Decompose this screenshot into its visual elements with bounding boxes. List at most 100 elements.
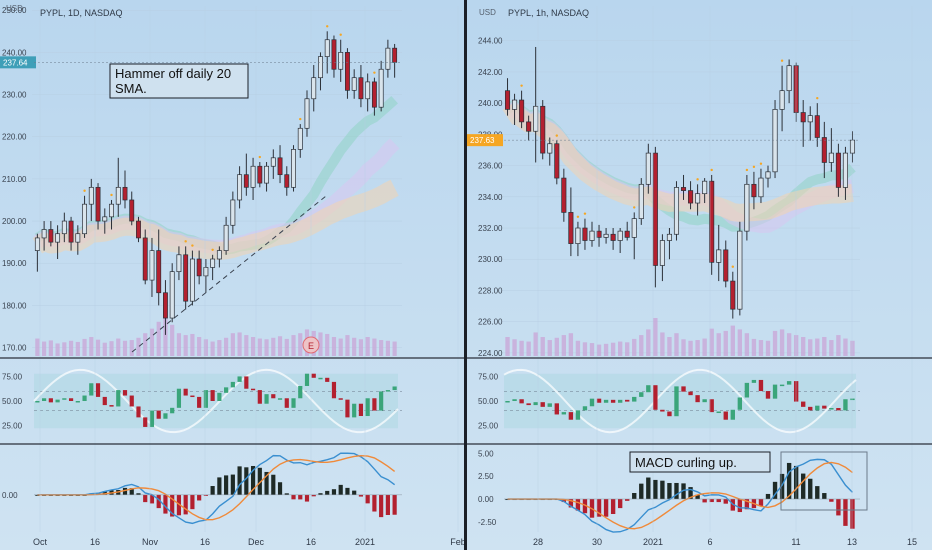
- volume-bar: [75, 341, 80, 356]
- osc-tick-label: 25.00: [2, 421, 23, 430]
- osc-bar: [358, 403, 364, 417]
- macd-tick-label: 2.50: [478, 472, 494, 481]
- osc-bar: [143, 417, 148, 427]
- osc-bar: [758, 379, 764, 392]
- macd-histogram: [674, 482, 679, 500]
- volume-bar: [352, 337, 357, 356]
- osc-bar: [95, 383, 101, 397]
- candle: [540, 105, 546, 154]
- volume-bar: [203, 339, 208, 356]
- candle: [169, 271, 175, 319]
- macd-histogram: [358, 494, 364, 497]
- volume-bar: [318, 332, 323, 356]
- macd-histogram: [660, 480, 665, 500]
- osc-bar: [244, 376, 249, 389]
- x-tick-label: 2021: [643, 537, 663, 547]
- candle: [638, 183, 644, 220]
- macd-histogram: [237, 466, 242, 495]
- candle: [210, 258, 216, 268]
- y-tick-label: 240.00: [2, 48, 27, 57]
- osc-bar: [163, 413, 168, 419]
- osc-bar: [392, 386, 397, 391]
- volume-bar: [217, 340, 222, 356]
- osc-bar: [89, 383, 94, 396]
- osc-bar: [512, 399, 517, 401]
- macd-histogram: [345, 487, 350, 495]
- y-tick-label: 240.00: [478, 99, 503, 108]
- volume-bar: [372, 338, 377, 356]
- osc-bar: [596, 398, 602, 403]
- candle: [821, 137, 827, 163]
- y-tick-label: 210.00: [2, 175, 27, 184]
- macd-histogram: [653, 479, 658, 500]
- candle: [582, 227, 588, 241]
- candle: [688, 190, 694, 204]
- macd-histogram: [163, 494, 168, 514]
- osc-bar: [843, 399, 848, 411]
- volume-bar: [632, 338, 637, 356]
- volume-bar: [610, 342, 616, 356]
- macd-histogram: [808, 478, 813, 500]
- osc-bar: [674, 386, 679, 417]
- candle: [659, 240, 665, 266]
- x-tick-label: 30: [592, 537, 602, 547]
- macd-histogram: [102, 491, 107, 495]
- macd-histogram: [688, 487, 693, 500]
- macd-histogram: [575, 499, 581, 511]
- volume-bar: [808, 339, 813, 356]
- osc-bar: [653, 385, 658, 410]
- macd-histogram: [667, 483, 672, 500]
- volume-bar: [68, 340, 74, 356]
- candle: [196, 258, 202, 277]
- right-annotation[interactable]: MACD curling up.: [629, 451, 771, 473]
- macd-histogram: [836, 499, 841, 516]
- signal-dot: [211, 248, 214, 251]
- candle: [758, 177, 764, 198]
- volume-bar: [843, 338, 848, 356]
- volume-bar: [596, 344, 602, 356]
- left-annotation[interactable]: Hammer off daily 20 SMA.: [109, 63, 249, 99]
- volume-bar: [129, 340, 134, 356]
- osc-bar: [526, 403, 531, 406]
- volume-bar: [758, 340, 764, 356]
- y-tick-label: 250.00: [2, 6, 27, 15]
- candle: [318, 56, 323, 79]
- macd-histogram: [681, 483, 686, 500]
- volume-bar: [176, 333, 182, 356]
- x-tick-label: Feb: [450, 537, 466, 547]
- signal-dot: [710, 168, 713, 172]
- macd-histogram: [149, 494, 155, 504]
- osc-bar: [217, 392, 222, 401]
- candle: [702, 180, 708, 195]
- candle: [695, 193, 701, 204]
- osc-bar: [55, 399, 60, 403]
- volume-bar: [392, 341, 397, 356]
- volume-bar: [190, 333, 195, 356]
- macd-histogram: [632, 492, 637, 500]
- osc-bar: [284, 398, 289, 408]
- osc-bar: [568, 412, 574, 420]
- candle: [176, 254, 182, 273]
- signal-line: [507, 461, 853, 530]
- right-symbol-label: PYPL, 1h, NASDAQ: [508, 8, 589, 18]
- volume-bar: [385, 340, 390, 356]
- osc-bar: [610, 399, 616, 403]
- volume-bar: [660, 332, 665, 356]
- volume-bar: [533, 332, 538, 356]
- volume-bar: [89, 337, 94, 356]
- volume-bar: [836, 335, 841, 356]
- candle: [652, 152, 658, 266]
- earnings-marker[interactable]: E: [302, 336, 320, 354]
- macd-histogram: [603, 499, 609, 517]
- candle: [183, 254, 189, 302]
- macd-tick-label: -2.50: [478, 518, 497, 527]
- volume-bar: [737, 329, 743, 356]
- y-tick-label: 200.00: [2, 217, 27, 226]
- volume-bar: [716, 333, 721, 356]
- candle: [230, 199, 236, 226]
- signal-line: [37, 454, 396, 521]
- volume-bar: [122, 340, 128, 356]
- osc-bar: [338, 398, 343, 400]
- candle: [324, 39, 330, 57]
- y-tick-label: 224.00: [478, 349, 503, 358]
